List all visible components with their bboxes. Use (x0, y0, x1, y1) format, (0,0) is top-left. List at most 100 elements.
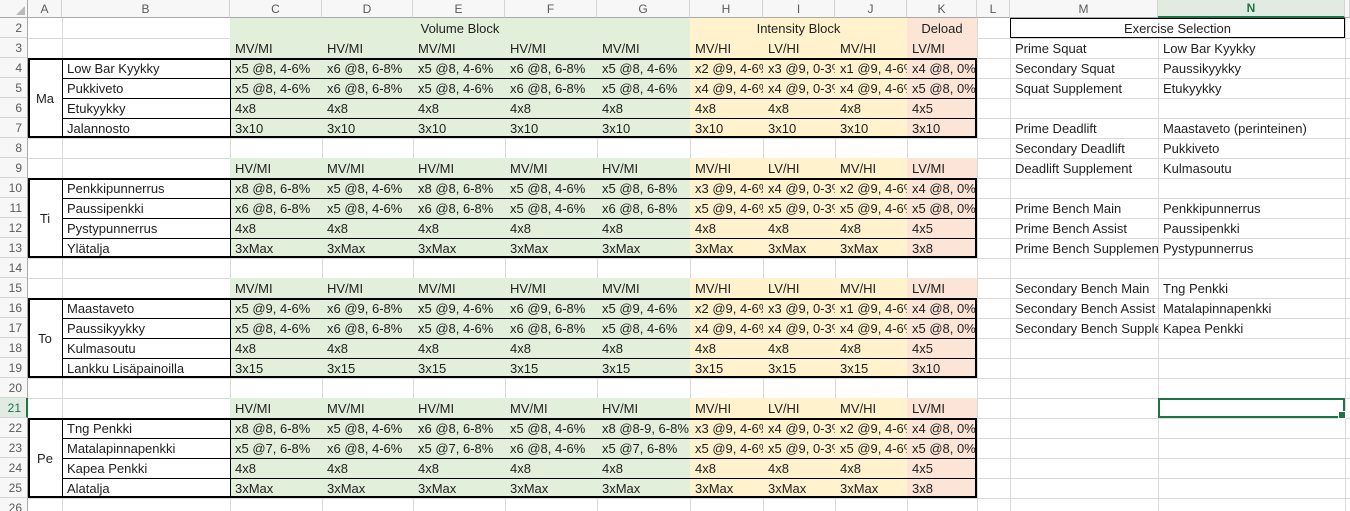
value-cell-c17[interactable]: x5 @8, 4-6% (230, 318, 322, 338)
value-cell-e13[interactable]: 3xMax (413, 238, 505, 258)
value-cell-c10[interactable]: x8 @8, 6-8% (230, 178, 322, 198)
row-header-21[interactable]: 21 (0, 398, 28, 418)
value-cell-f16[interactable]: x6 @9, 6-8% (505, 298, 597, 318)
intensity-header-cell-h21[interactable]: MV/HI (690, 398, 763, 418)
value-cell-e23[interactable]: x5 @7, 6-8% (413, 438, 505, 458)
value-cell-g4[interactable]: x5 @8, 4-6% (597, 58, 690, 78)
value-cell-e5[interactable]: x5 @8, 4-6% (413, 78, 505, 98)
value-cell-j13[interactable]: 3xMax (835, 238, 907, 258)
value-cell-d22[interactable]: x5 @8, 4-6% (322, 418, 413, 438)
value-cell-g19[interactable]: 3x15 (597, 358, 690, 378)
value-cell-k25[interactable]: 3x8 (907, 478, 977, 498)
value-cell-i7[interactable]: 3x10 (763, 118, 835, 138)
value-cell-e6[interactable]: 4x8 (413, 98, 505, 118)
value-cell-j23[interactable]: x5 @9, 4-6% (835, 438, 907, 458)
selection-exercise-cell-n11[interactable]: Penkkipunnerrus (1163, 201, 1261, 216)
value-cell-j19[interactable]: 3x15 (835, 358, 907, 378)
row-header-4[interactable]: 4 (0, 58, 28, 78)
value-cell-c11[interactable]: x6 @8, 6-8% (230, 198, 322, 218)
intensity-header-cell-c15[interactable]: MV/MI (230, 278, 322, 298)
column-header-n[interactable]: N (1158, 0, 1345, 18)
value-cell-i16[interactable]: x3 @9, 0-3% (763, 298, 835, 318)
value-cell-e22[interactable]: x6 @8, 6-8% (413, 418, 505, 438)
intensity-header-cell-e3[interactable]: MV/MI (413, 38, 505, 58)
intensity-header-cell-k21[interactable]: LV/MI (907, 398, 977, 418)
exercise-name-cell-b13[interactable]: Ylätalja (62, 238, 230, 258)
value-cell-f5[interactable]: x6 @8, 6-8% (505, 78, 597, 98)
selection-role-cell-m16[interactable]: Secondary Bench Assist (1015, 301, 1156, 316)
intensity-header-cell-h9[interactable]: MV/HI (690, 158, 763, 178)
value-cell-i10[interactable]: x4 @9, 0-3% (763, 178, 835, 198)
value-cell-j17[interactable]: x4 @9, 4-6% (835, 318, 907, 338)
value-cell-c25[interactable]: 3xMax (230, 478, 322, 498)
value-cell-d5[interactable]: x6 @8, 6-8% (322, 78, 413, 98)
row-header-26[interactable]: 26 (0, 498, 28, 511)
value-cell-g23[interactable]: x5 @7, 6-8% (597, 438, 690, 458)
row-header-19[interactable]: 19 (0, 358, 28, 378)
value-cell-i24[interactable]: 4x8 (763, 458, 835, 478)
value-cell-g6[interactable]: 4x8 (597, 98, 690, 118)
value-cell-c16[interactable]: x5 @9, 4-6% (230, 298, 322, 318)
value-cell-f7[interactable]: 3x10 (505, 118, 597, 138)
row-header-12[interactable]: 12 (0, 218, 28, 238)
value-cell-h13[interactable]: 3xMax (690, 238, 763, 258)
value-cell-k17[interactable]: x5 @8, 0% (907, 318, 977, 338)
intensity-header-cell-g9[interactable]: HV/MI (597, 158, 690, 178)
value-cell-i22[interactable]: x4 @9, 0-3% (763, 418, 835, 438)
value-cell-i19[interactable]: 3x15 (763, 358, 835, 378)
intensity-header-cell-f9[interactable]: MV/MI (505, 158, 597, 178)
value-cell-c13[interactable]: 3xMax (230, 238, 322, 258)
column-header-c[interactable]: C (230, 0, 322, 18)
value-cell-d13[interactable]: 3xMax (322, 238, 413, 258)
exercise-name-cell-b4[interactable]: Low Bar Kyykky (62, 58, 230, 78)
row-header-6[interactable]: 6 (0, 98, 28, 118)
value-cell-h23[interactable]: x5 @9, 4-6% (690, 438, 763, 458)
row-header-14[interactable]: 14 (0, 258, 28, 278)
value-cell-j6[interactable]: 4x8 (835, 98, 907, 118)
value-cell-f6[interactable]: 4x8 (505, 98, 597, 118)
selection-exercise-cell-n4[interactable]: Paussikyykky (1163, 61, 1242, 76)
value-cell-i17[interactable]: x4 @9, 0-3% (763, 318, 835, 338)
exercise-name-cell-b10[interactable]: Penkkipunnerrus (62, 178, 230, 198)
row-header-22[interactable]: 22 (0, 418, 28, 438)
intensity-header-cell-e21[interactable]: HV/MI (413, 398, 505, 418)
value-cell-i23[interactable]: x5 @9, 0-3% (763, 438, 835, 458)
selection-role-cell-m13[interactable]: Prime Bench Supplement (1015, 241, 1158, 256)
selection-exercise-cell-n7[interactable]: Maastaveto (perinteinen) (1163, 121, 1307, 136)
value-cell-d19[interactable]: 3x15 (322, 358, 413, 378)
value-cell-f22[interactable]: x5 @8, 4-6% (505, 418, 597, 438)
value-cell-g10[interactable]: x5 @8, 6-8% (597, 178, 690, 198)
selection-role-cell-m8[interactable]: Secondary Deadlift (1015, 141, 1125, 156)
intensity-header-cell-j3[interactable]: MV/HI (835, 38, 907, 58)
value-cell-k6[interactable]: 4x5 (907, 98, 977, 118)
value-cell-c19[interactable]: 3x15 (230, 358, 322, 378)
value-cell-k16[interactable]: x4 @8, 0% (907, 298, 977, 318)
value-cell-i18[interactable]: 4x8 (763, 338, 835, 358)
value-cell-e17[interactable]: x5 @8, 4-6% (413, 318, 505, 338)
value-cell-d12[interactable]: 4x8 (322, 218, 413, 238)
intensity-block-banner[interactable]: Intensity Block (690, 18, 907, 38)
value-cell-d23[interactable]: x6 @8, 4-6% (322, 438, 413, 458)
volume-block-banner[interactable]: Volume Block (230, 18, 690, 38)
value-cell-d24[interactable]: 4x8 (322, 458, 413, 478)
value-cell-e16[interactable]: x5 @9, 4-6% (413, 298, 505, 318)
row-header-20[interactable]: 20 (0, 378, 28, 398)
value-cell-e25[interactable]: 3xMax (413, 478, 505, 498)
selection-role-cell-m9[interactable]: Deadlift Supplement (1015, 161, 1133, 176)
row-header-8[interactable]: 8 (0, 138, 28, 158)
intensity-header-cell-c21[interactable]: HV/MI (230, 398, 322, 418)
intensity-header-cell-i15[interactable]: LV/HI (763, 278, 835, 298)
value-cell-c6[interactable]: 4x8 (230, 98, 322, 118)
value-cell-e12[interactable]: 4x8 (413, 218, 505, 238)
value-cell-e24[interactable]: 4x8 (413, 458, 505, 478)
selection-role-cell-m7[interactable]: Prime Deadlift (1015, 121, 1097, 136)
value-cell-k10[interactable]: x4 @8, 0% (907, 178, 977, 198)
intensity-header-cell-i9[interactable]: LV/HI (763, 158, 835, 178)
column-header-f[interactable]: F (505, 0, 597, 18)
value-cell-f10[interactable]: x5 @8, 4-6% (505, 178, 597, 198)
select-all-corner[interactable] (0, 0, 28, 18)
selection-exercise-cell-n16[interactable]: Matalapinnapenkki (1163, 301, 1272, 316)
value-cell-h18[interactable]: 4x8 (690, 338, 763, 358)
value-cell-j7[interactable]: 3x10 (835, 118, 907, 138)
intensity-header-cell-j9[interactable]: MV/HI (835, 158, 907, 178)
